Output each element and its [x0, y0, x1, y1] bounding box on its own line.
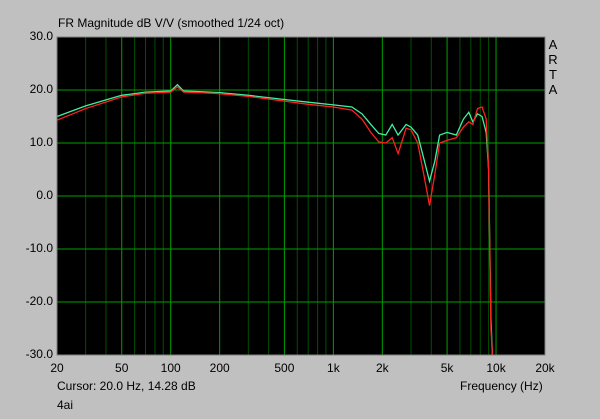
chart-title: FR Magnitude dB V/V (smoothed 1/24 oct) — [58, 16, 284, 30]
y-tick-label: 0.0 — [36, 188, 53, 202]
series-line — [56, 85, 494, 356]
y-tick-label: -30.0 — [26, 347, 54, 361]
x-tick-label: 100 — [161, 361, 181, 375]
y-tick-label: 20.0 — [30, 82, 54, 96]
x-tick-label: 2k — [376, 361, 390, 375]
x-tick-label: 20k — [535, 361, 555, 375]
x-tick-label: 20 — [50, 361, 64, 375]
y-tick-label: 10.0 — [30, 135, 54, 149]
y-tick-label: -10.0 — [26, 241, 54, 255]
cursor-readout: Cursor: 20.0 Hz, 14.28 dB — [57, 379, 196, 393]
x-tick-label: 500 — [274, 361, 294, 375]
x-tick-label: 50 — [115, 361, 129, 375]
x-tick-label: 10k — [486, 361, 506, 375]
x-tick-label: 200 — [210, 361, 230, 375]
side-label: ARTA — [548, 37, 558, 97]
x-axis-label: Frequency (Hz) — [460, 379, 543, 393]
y-tick-label: -20.0 — [26, 294, 54, 308]
x-tick-label: 1k — [327, 361, 341, 375]
plot-border — [56, 36, 546, 356]
x-tick-label: 5k — [441, 361, 455, 375]
y-tick-label: 30.0 — [30, 29, 54, 43]
series-line — [56, 83, 494, 356]
footer-label: 4ai — [57, 398, 73, 412]
